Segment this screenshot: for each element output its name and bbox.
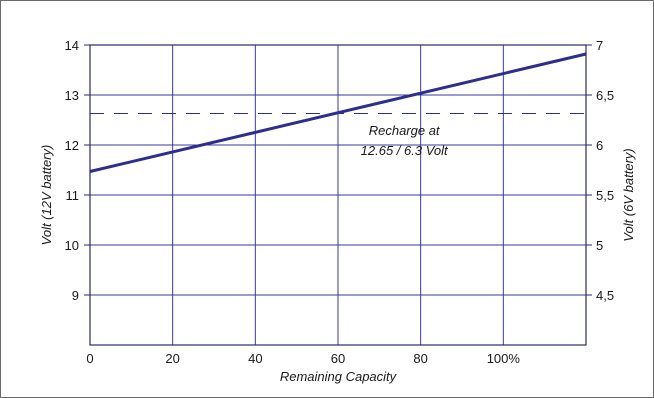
y-tick-label: 11 [66,188,80,203]
annotation-line-1: Recharge at [369,123,441,138]
y-tick-label: 9 [72,288,79,303]
y-axis-title: Volt (12V battery) [39,145,54,246]
annotation-line-2: 12.65 / 6.3 Volt [361,143,449,158]
y2-tick-label: 4,5 [596,288,614,303]
annotation: Recharge at 12.65 / 6.3 Volt [361,123,449,158]
x-tick-label: 80 [413,351,427,366]
y-tick-label: 14 [65,38,79,53]
y-tick-label: 13 [65,88,79,103]
voltage-series-line [89,52,587,173]
x-tick-label: 40 [248,351,262,366]
grid-layer [90,44,586,345]
y2-tick-label: 7 [596,38,603,53]
y2-axis-title: Volt (6V battery) [621,148,636,241]
x-tick-label: 20 [165,351,179,366]
x-tick-label: 100% [487,351,521,366]
y2-tick-label: 6 [596,138,603,153]
y2-tick-label: 6,5 [596,88,614,103]
y-tick-label: 12 [65,138,79,153]
y2-tick-label: 5,5 [596,188,614,203]
series-layer [89,52,587,173]
tick-label-layer: 0 20 40 60 80 100% 9 10 11 12 13 14 4,5 5 5,5 6 6,5 7 [65,38,615,366]
x-tick-label: 0 [86,351,93,366]
y-tick-label: 10 [65,238,79,253]
x-axis-title: Remaining Capacity [280,369,398,384]
y2-tick-label: 5 [596,238,603,253]
x-tick-label: 60 [331,351,345,366]
